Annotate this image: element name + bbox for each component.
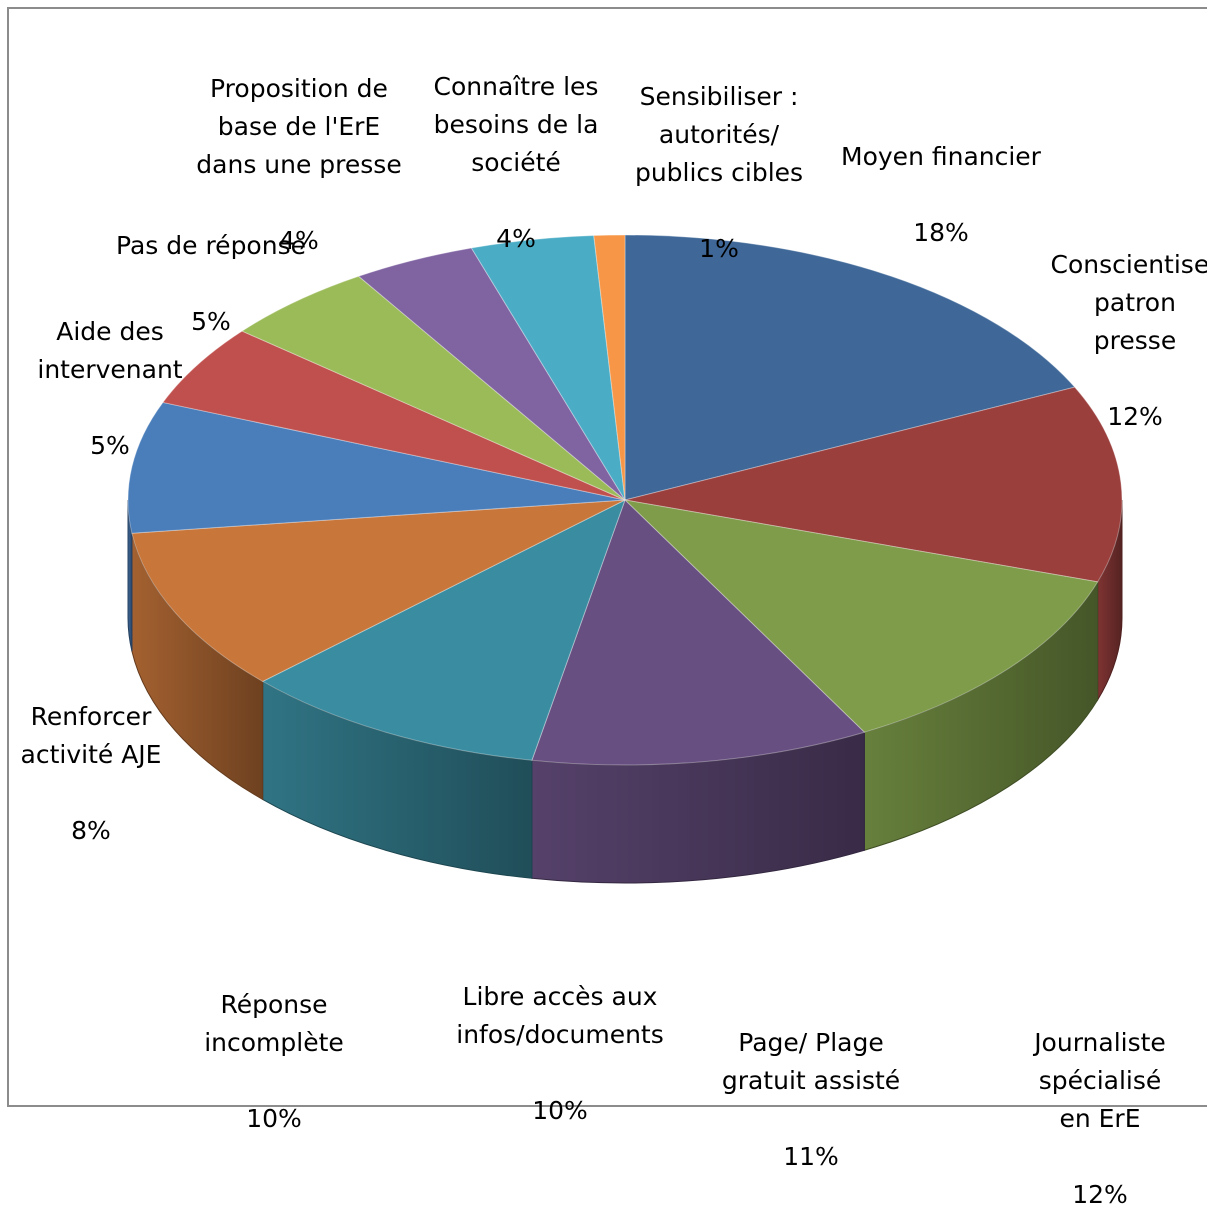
label-text: Conscientiser patron presse xyxy=(1050,250,1207,355)
label-percent: 11% xyxy=(783,1142,839,1171)
pie-slice-0 xyxy=(624,234,1076,501)
label-percent: 10% xyxy=(532,1096,588,1125)
label-percent: 12% xyxy=(1072,1180,1128,1209)
pie-slice-2 xyxy=(623,499,1099,733)
pie-slice-7 xyxy=(162,330,626,501)
pie-slice-9 xyxy=(357,247,626,501)
label-sensibiliser: Sensibiliser : autorités/ publics cibles… xyxy=(635,40,803,268)
label-libre-acces: Libre accès aux infos/documents 10% xyxy=(456,940,664,1130)
pie-slice-3 xyxy=(531,499,866,766)
label-journaliste: Journaliste spécialisé en ErE 12% xyxy=(1034,986,1166,1214)
pie-chart xyxy=(127,234,1123,884)
pie-slice-4 xyxy=(261,498,626,761)
pie-slice-1 xyxy=(624,386,1123,583)
label-percent: 4% xyxy=(496,224,536,253)
label-text: Pas de réponse xyxy=(116,231,306,260)
label-text: Proposition de base de l'ErE dans une pr… xyxy=(196,74,402,179)
label-proposition: Proposition de base de l'ErE dans une pr… xyxy=(196,32,401,260)
pie-slice-8 xyxy=(241,275,626,501)
label-percent: 4% xyxy=(279,226,319,255)
label-pas-de-reponse: Pas de réponse 5% xyxy=(116,189,306,341)
label-percent: 5% xyxy=(191,307,231,336)
label-text: Connaître les besoins de la société xyxy=(433,72,599,177)
pie-slice-6 xyxy=(127,401,626,534)
label-aide: Aide des intervenant 5% xyxy=(37,275,182,465)
pie-slice-11 xyxy=(593,234,626,501)
label-text: Sensibiliser : autorités/ publics cibles xyxy=(634,82,804,187)
label-text: Moyen financier xyxy=(841,142,1041,171)
label-percent: 5% xyxy=(90,431,130,460)
label-text: Journaliste spécialisé en ErE xyxy=(1034,1028,1166,1133)
pie-top-faces xyxy=(127,234,1123,766)
label-percent: 10% xyxy=(246,1104,302,1133)
pie-slice-5 xyxy=(131,499,626,682)
pie-slice-10 xyxy=(470,235,626,501)
label-moyen-financier: Moyen financier 18% xyxy=(841,100,1041,252)
label-page-plage: Page/ Plage gratuit assisté 11% xyxy=(722,986,900,1176)
label-percent: 1% xyxy=(699,234,739,263)
label-text: Libre accès aux infos/documents xyxy=(456,982,664,1049)
label-text: Aide des intervenant xyxy=(37,317,183,384)
label-text: Renforcer activité AJE xyxy=(20,702,162,769)
label-text: Réponse incomplète xyxy=(204,990,344,1057)
label-text: Page/ Plage gratuit assisté xyxy=(721,1028,901,1095)
label-conscientiser: Conscientiser patron presse 12% xyxy=(1051,208,1207,436)
label-reponse-incomplete: Réponse incomplète 10% xyxy=(204,948,344,1138)
label-percent: 12% xyxy=(1107,402,1163,431)
label-percent: 8% xyxy=(71,816,111,845)
label-connaitre: Connaître les besoins de la société 4% xyxy=(434,30,599,258)
label-percent: 18% xyxy=(913,218,969,247)
label-renforcer: Renforcer activité AJE 8% xyxy=(21,660,162,850)
